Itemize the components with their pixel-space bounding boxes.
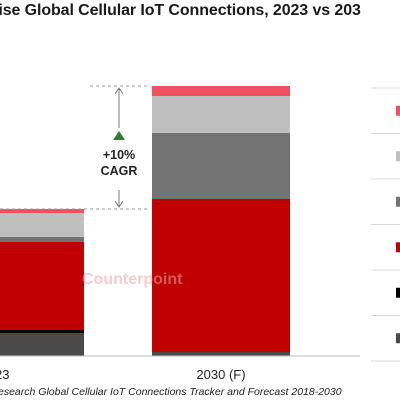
- cagr-arrowhead-up: [114, 87, 124, 95]
- source-note: esearch Global Cellular IoT Connections …: [0, 386, 342, 398]
- legend-marker-5: [396, 105, 400, 116]
- bar-segment-0-5: [0, 209, 84, 213]
- cagr-annotation: +10% CAGR: [0, 85, 150, 210]
- bar-segment-0-0: [0, 333, 84, 356]
- bar-segment-1-2: [152, 199, 290, 352]
- chart-title: wise Global Cellular IoT Connections, 20…: [0, 2, 361, 19]
- legend-marker-3: [396, 196, 400, 207]
- x-tick-labels: 2023 2030 (F): [0, 367, 246, 382]
- x-tick-label-1: 2030 (F): [196, 367, 245, 382]
- bar-segment-0-4: [0, 213, 84, 237]
- x-tick-label-0: 2023: [0, 367, 9, 382]
- bar-segment-1-4: [152, 96, 290, 133]
- cagr-label: CAGR: [101, 164, 138, 178]
- bar-segment-1-5: [152, 86, 290, 96]
- bar-segment-1-3: [152, 133, 290, 199]
- legend-marker-2: [396, 242, 400, 253]
- watermark-text: Counterpoint: [82, 271, 183, 288]
- growth-triangle-icon: [113, 131, 125, 140]
- bar-segment-0-1: [0, 330, 84, 333]
- cagr-arrowhead-down: [114, 200, 124, 208]
- legend-marker-0: [396, 333, 400, 344]
- legend-marker-1: [396, 287, 400, 298]
- legend-marker-4: [396, 151, 400, 162]
- legend: [371, 87, 400, 362]
- bar-segment-0-3: [0, 237, 84, 242]
- bar-segment-1-0: [152, 352, 290, 356]
- bars-layer: [0, 86, 290, 356]
- bar-segment-0-2: [0, 242, 84, 330]
- cagr-value: +10%: [103, 148, 135, 162]
